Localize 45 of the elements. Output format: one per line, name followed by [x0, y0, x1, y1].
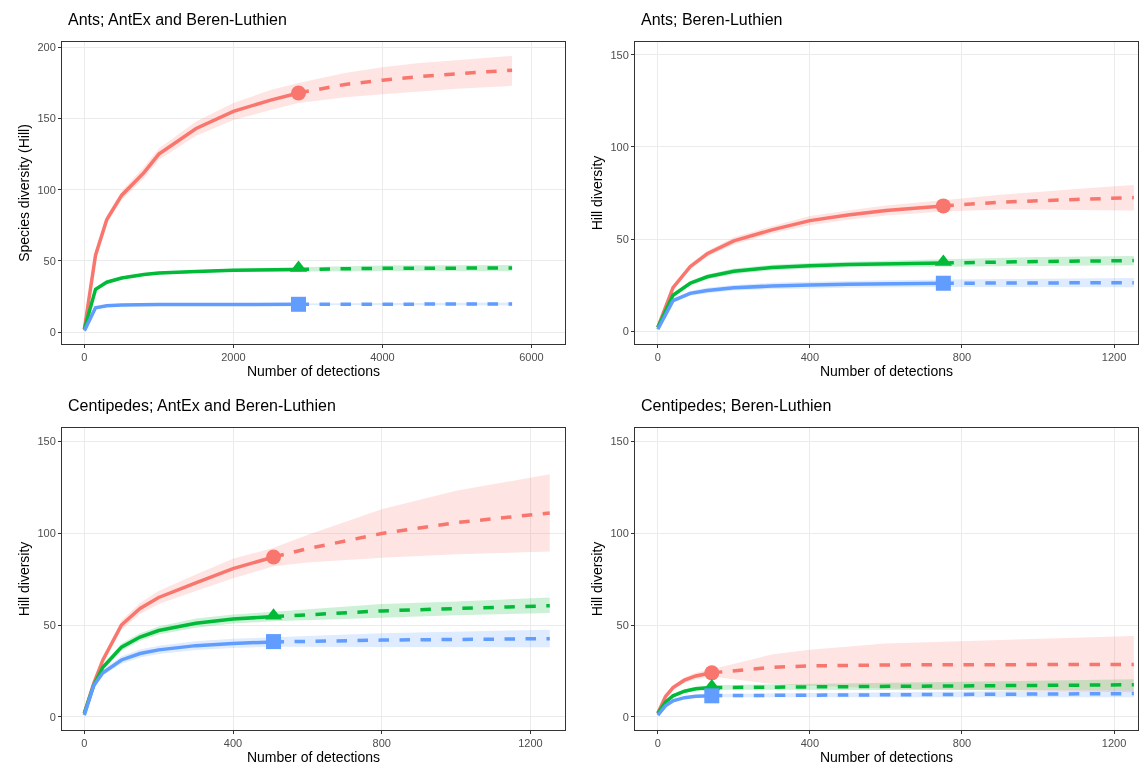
y-tick-label: 50	[616, 232, 629, 245]
y-tick-label: 100	[37, 183, 56, 196]
chart-title: Ants; AntEx and Beren-Luthien	[68, 10, 287, 28]
y-tick-label: 150	[610, 48, 629, 61]
y-tick-label: 100	[37, 526, 56, 539]
x-tick-label: 1200	[1101, 351, 1127, 364]
x-tick-label: 1200	[518, 737, 543, 750]
x-tick-label: 0	[654, 737, 661, 750]
chart-title: Ants; Beren-Luthien	[641, 10, 783, 28]
y-axis-title: Hill diversity	[589, 541, 606, 617]
y-tick-label: 200	[37, 41, 56, 54]
y-tick-label: 150	[37, 435, 56, 448]
x-tick-label: 0	[81, 737, 88, 750]
y-axis-title: Hill diversity	[16, 541, 33, 617]
y-tick-label: 50	[616, 618, 629, 631]
x-tick-label: 0	[654, 351, 661, 364]
y-tick-label: 50	[43, 618, 56, 631]
y-tick-label: 0	[49, 325, 56, 338]
x-axis-title: Number of detections	[819, 749, 954, 766]
chart-title: Centipedes; Beren-Luthien	[641, 396, 832, 414]
x-tick-label: 6000	[519, 351, 544, 364]
x-tick-label: 0	[81, 351, 88, 364]
x-axis-title: Number of detections	[819, 363, 954, 380]
y-axis-title: Hill diversity	[589, 155, 606, 231]
y-tick-label: 0	[49, 710, 56, 723]
chart-title: Centipedes; AntEx and Beren-Luthien	[68, 396, 336, 414]
y-tick-label: 0	[622, 710, 629, 723]
y-tick-label: 100	[610, 526, 629, 539]
x-tick-label: 1200	[1101, 737, 1127, 750]
x-tick-label: 400	[223, 737, 243, 750]
y-tick-label: 0	[622, 324, 629, 337]
y-tick-label: 50	[43, 254, 56, 267]
x-tick-label: 800	[372, 737, 391, 750]
x-tick-label: 400	[800, 737, 820, 750]
x-axis-title: Number of detections	[246, 749, 381, 766]
y-tick-label: 150	[610, 435, 629, 448]
x-tick-label: 2000	[221, 351, 246, 364]
y-tick-label: 100	[610, 140, 629, 153]
x-tick-label: 800	[952, 737, 972, 750]
x-tick-label: 400	[800, 351, 820, 364]
x-tick-label: 4000	[370, 351, 395, 364]
y-axis-title: Species diversity (Hill)	[16, 124, 33, 262]
x-axis-title: Number of detections	[246, 363, 381, 380]
y-tick-label: 150	[37, 112, 56, 125]
x-tick-label: 800	[952, 351, 972, 364]
